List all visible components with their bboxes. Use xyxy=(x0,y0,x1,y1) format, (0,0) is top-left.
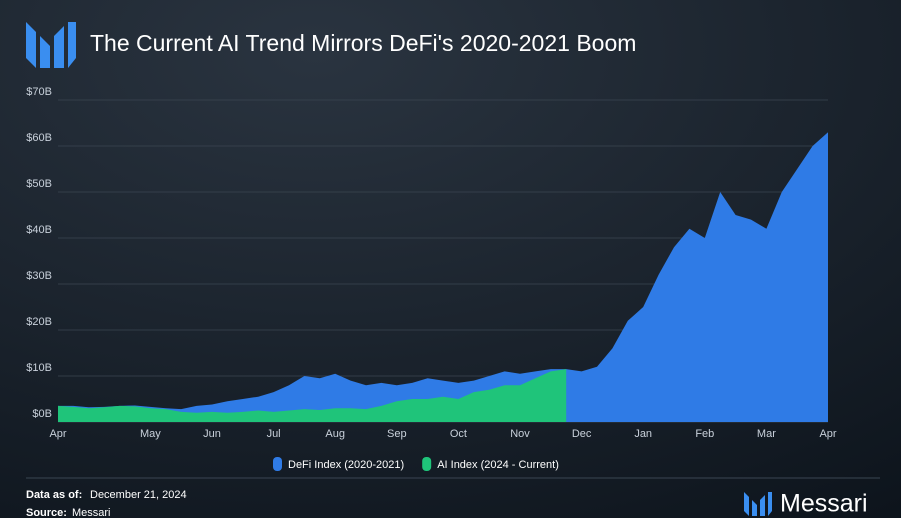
y-tick-label: $0B xyxy=(32,408,52,420)
y-tick-label: $70B xyxy=(26,86,52,98)
x-tick-label: Aug xyxy=(325,428,345,440)
y-tick-label: $30B xyxy=(26,270,52,282)
y-tick-label: $50B xyxy=(26,178,52,190)
y-tick-label: $10B xyxy=(26,362,52,374)
x-tick-label: Sep xyxy=(387,428,407,440)
y-tick-label: $20B xyxy=(26,316,52,328)
legend-label: AI Index (2024 - Current) xyxy=(437,459,559,471)
chart-title: The Current AI Trend Mirrors DeFi's 2020… xyxy=(90,30,636,56)
brand: Messari xyxy=(780,490,868,518)
x-tick-label: Jul xyxy=(267,428,281,440)
x-tick-label: May xyxy=(140,428,161,440)
x-tick-label: Jun xyxy=(203,428,221,440)
logo-icon xyxy=(26,22,76,68)
source: Messari xyxy=(72,507,111,518)
brand-icon xyxy=(744,492,772,516)
x-tick-label: Apr xyxy=(819,428,836,440)
legend-label: DeFi Index (2020-2021) xyxy=(288,459,404,471)
x-tick-label: Apr xyxy=(49,428,66,440)
data-as-of-label: Data as of: xyxy=(26,489,82,501)
legend-marker xyxy=(422,457,432,471)
y-tick-label: $40B xyxy=(26,224,52,236)
x-tick-label: Mar xyxy=(757,428,776,440)
source-label: Source: xyxy=(26,507,67,518)
area xyxy=(58,132,828,422)
x-tick-label: Nov xyxy=(510,428,530,440)
x-tick-label: Feb xyxy=(695,428,714,440)
x-tick-label: Dec xyxy=(572,428,592,440)
legend-marker xyxy=(273,457,282,471)
y-tick-label: $60B xyxy=(26,132,52,144)
data-as-of: December 21, 2024 xyxy=(90,489,187,501)
x-tick-label: Jan xyxy=(634,428,652,440)
area xyxy=(58,369,567,422)
x-tick-label: Oct xyxy=(450,428,467,440)
